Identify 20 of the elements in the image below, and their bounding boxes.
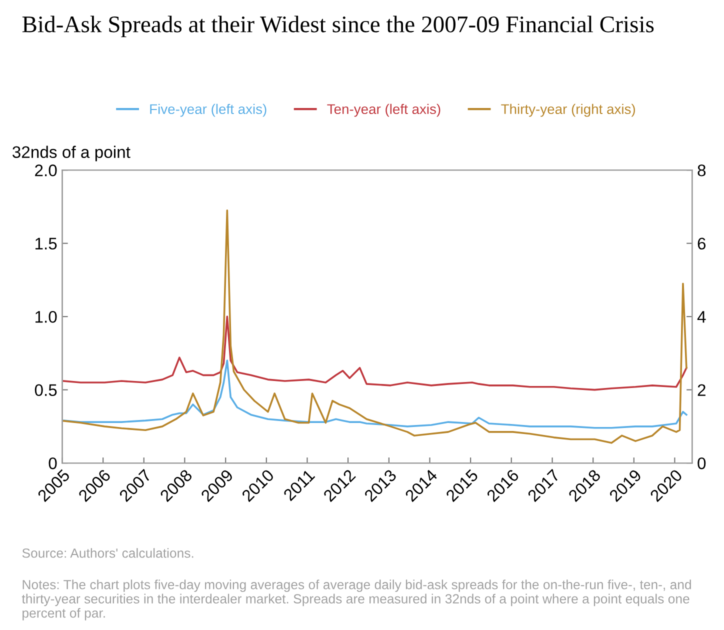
text: Notes: The chart plots five-day moving averages of average daily bid-ask spreads for the on-the-run five-, ten-, and thirty-year securities in the interdealer market. Spreads are measured in 32nds of a point where a point equals one percent of par. — [22, 580, 691, 620]
y-tick-label: 1.5 — [36, 238, 57, 250]
line-series — [62, 360, 688, 429]
legend-label: Ten-year (left axis) — [327, 104, 440, 117]
line-series — [62, 316, 688, 391]
y2-tick-label: 0 — [698, 457, 706, 470]
source-note: Source: Authors' calculations. — [22, 548, 194, 558]
chart-title: Bid-Ask Spreads at their Widest since the 2007-09 Financial Crisis — [22, 16, 654, 38]
y2-tick-label: 6 — [698, 238, 706, 250]
y-tick-label: 1.0 — [36, 310, 57, 323]
y-tick-label: 0.5 — [34, 384, 57, 396]
legend-label: Thirty-year (right axis) — [501, 104, 635, 117]
line-series — [62, 209, 688, 444]
legend-label: Five-year (left axis) — [150, 104, 266, 117]
y2-tick-label: 8 — [698, 164, 706, 176]
y-tick-label: 0 — [48, 457, 57, 470]
y-axis-title: 32nds of a point — [12, 146, 130, 162]
y2-tick-label: 4 — [697, 311, 706, 323]
y2-tick-label: 2 — [698, 384, 706, 396]
y-tick-label: 2.0 — [35, 164, 57, 176]
